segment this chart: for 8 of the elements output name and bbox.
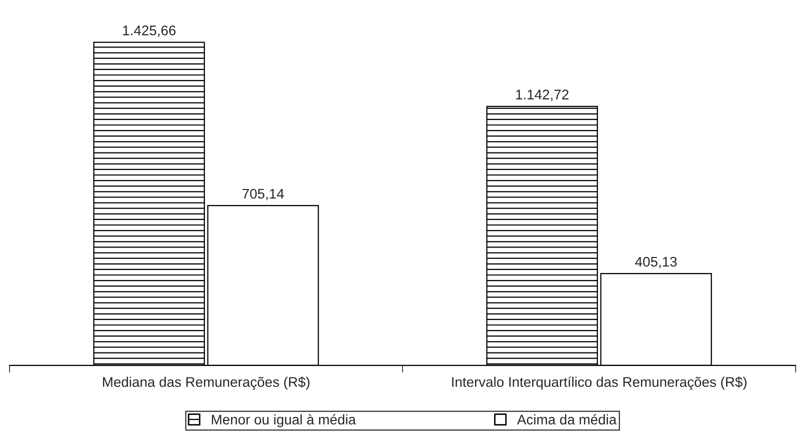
legend-label: Acima da média — [517, 414, 617, 425]
x-tick-label: Intervalo Interquartílico das Remunerações (R$) — [452, 376, 746, 390]
data-label: 405,13 — [635, 256, 677, 268]
data-label: 705,14 — [242, 188, 284, 200]
x-tick-label: Mediana das Remunerações (R$) — [103, 376, 310, 390]
data-label: 1.142,72 — [516, 90, 568, 102]
data-label: 1.425,66 — [123, 26, 176, 37]
legend-label: Menor ou igual à média — [212, 414, 356, 428]
